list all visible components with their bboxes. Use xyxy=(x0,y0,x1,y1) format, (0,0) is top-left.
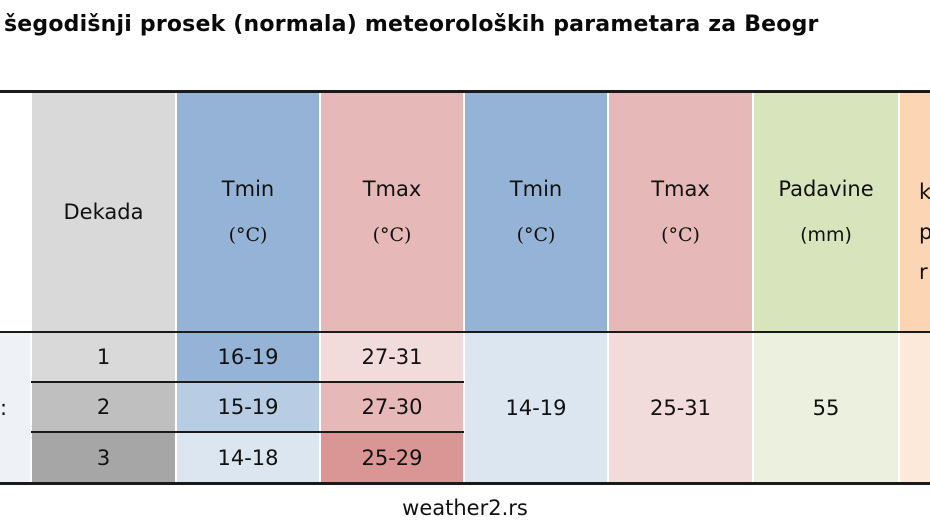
table-bottom-rule xyxy=(0,482,930,485)
header-tmax-label: Tmax xyxy=(362,177,422,201)
header-tmax-month: Tmax (°C) xyxy=(608,92,753,332)
merged-tmax: 25-31 xyxy=(608,332,753,483)
table-top-rule xyxy=(0,90,930,93)
merged-padavine-value: 55 xyxy=(812,395,840,420)
row3-dekada: 3 xyxy=(31,432,176,483)
row3-tmin: 14-18 xyxy=(176,432,320,483)
header-partial-line3: r xyxy=(919,260,928,284)
col-divider xyxy=(175,92,177,483)
row-divider xyxy=(31,431,464,433)
row2-tmax-value: 27-30 xyxy=(361,395,423,419)
header-padavine: Padavine (mm) xyxy=(753,92,899,332)
header-cell-month xyxy=(0,92,31,332)
header-padavine-label: Padavine xyxy=(778,177,874,201)
row3-tmax-value: 25-29 xyxy=(361,445,423,470)
header-tmin-month-unit: (°C) xyxy=(516,224,556,246)
row1-tmin-value: 16-19 xyxy=(217,345,279,369)
merged-tmin-value: 14-19 xyxy=(505,395,567,420)
header-tmin-unit: (°C) xyxy=(228,224,268,246)
row2-tmax: 27-30 xyxy=(320,382,464,432)
header-partial-line2: p xyxy=(919,220,930,244)
header-bottom-rule xyxy=(0,331,930,333)
row3-tmin-value: 14-18 xyxy=(217,445,279,470)
body-left-partial: : xyxy=(0,332,31,483)
row-divider xyxy=(31,381,464,383)
left-partial-text: : xyxy=(0,395,8,420)
merged-tmin: 14-19 xyxy=(464,332,608,483)
merged-tmax-value: 25-31 xyxy=(649,395,712,420)
header-tmax-decade: Tmax (°C) xyxy=(320,92,464,332)
row2-tmin: 15-19 xyxy=(176,382,320,432)
col-divider xyxy=(607,92,609,483)
row2-dekada: 2 xyxy=(31,382,176,432)
col-divider xyxy=(898,92,900,483)
header-partial-line1: k xyxy=(919,180,930,204)
merged-padavine: 55 xyxy=(753,332,899,483)
row3-dekada-value: 3 xyxy=(96,445,111,470)
row2-tmin-value: 15-19 xyxy=(217,395,279,419)
header-padavine-unit: (mm) xyxy=(800,224,852,246)
merged-partial xyxy=(899,332,930,483)
row1-tmax-value: 27-31 xyxy=(361,345,423,369)
footer-source: weather2.rs xyxy=(402,496,528,520)
col-divider xyxy=(752,92,754,483)
col-divider xyxy=(319,92,321,483)
header-tmax-month-unit: (°C) xyxy=(661,224,700,246)
row3-tmax: 25-29 xyxy=(320,432,464,483)
page-title: šegodišnji prosek (normala) meteorološki… xyxy=(4,12,819,37)
header-tmax-unit: (°C) xyxy=(372,224,412,246)
row1-tmax: 27-31 xyxy=(320,332,464,382)
row1-tmin: 16-19 xyxy=(176,332,320,382)
header-tmin-decade: Tmin (°C) xyxy=(176,92,320,332)
col-divider xyxy=(30,92,32,483)
header-tmin-month: Tmin (°C) xyxy=(464,92,608,332)
col-divider xyxy=(463,92,465,483)
header-dekada: Dekada xyxy=(31,92,176,332)
row1-dekada: 1 xyxy=(31,332,176,382)
header-tmax-month-label: Tmax xyxy=(651,177,710,201)
row2-dekada-value: 2 xyxy=(96,395,111,419)
header-tmin-month-label: Tmin xyxy=(509,177,563,201)
header-partial: k p r xyxy=(899,92,930,332)
row1-dekada-value: 1 xyxy=(96,345,111,369)
header-dekada-label: Dekada xyxy=(63,200,144,224)
header-tmin-label: Tmin xyxy=(221,177,275,201)
